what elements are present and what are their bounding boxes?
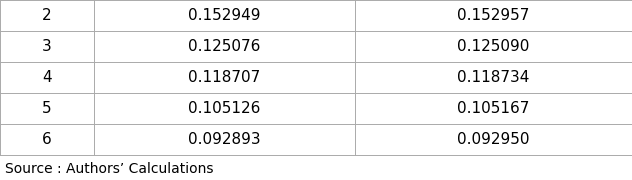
Text: 0.152949: 0.152949 <box>188 8 260 23</box>
Text: 0.152957: 0.152957 <box>458 8 530 23</box>
Text: 3: 3 <box>42 39 52 54</box>
Text: Source : Authors’ Calculations: Source : Authors’ Calculations <box>5 162 214 176</box>
Text: 0.092950: 0.092950 <box>458 132 530 147</box>
Text: 0.118734: 0.118734 <box>458 70 530 85</box>
Text: 0.118707: 0.118707 <box>188 70 260 85</box>
Text: 4: 4 <box>42 70 52 85</box>
Text: 0.092893: 0.092893 <box>188 132 260 147</box>
Text: 2: 2 <box>42 8 52 23</box>
Text: 0.125076: 0.125076 <box>188 39 260 54</box>
Text: 0.125090: 0.125090 <box>458 39 530 54</box>
Text: 6: 6 <box>42 132 52 147</box>
Text: 5: 5 <box>42 101 52 116</box>
Text: 0.105126: 0.105126 <box>188 101 260 116</box>
Text: 0.105167: 0.105167 <box>458 101 530 116</box>
